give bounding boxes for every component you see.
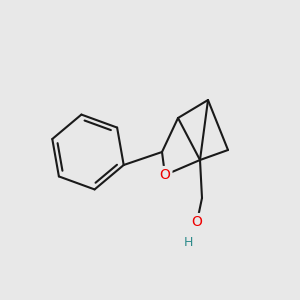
Text: O: O — [160, 168, 170, 182]
Text: O: O — [192, 215, 203, 229]
Text: H: H — [183, 236, 193, 250]
